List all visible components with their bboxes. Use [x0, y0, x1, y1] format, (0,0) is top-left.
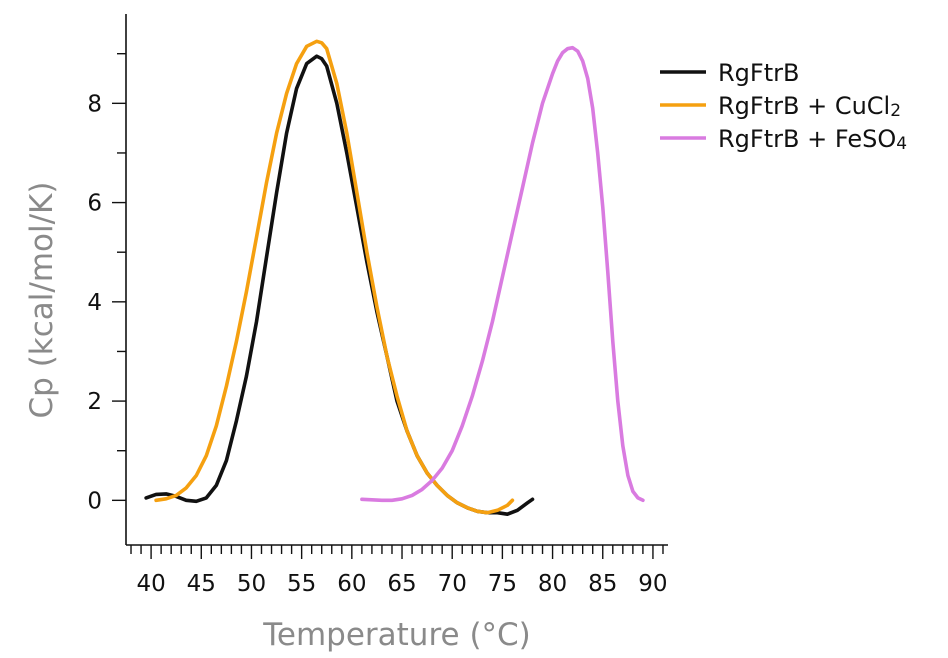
x-axis-title: Temperature (°C): [262, 617, 531, 653]
y-axis-title: Cp (kcal/mol/K): [24, 182, 60, 419]
axis-ticks: [112, 53, 664, 559]
legend-label-2: RgFtrB + CuCl2: [718, 92, 901, 121]
legend: RgFtrB RgFtrB + CuCl2 RgFtrB + FeSO4: [660, 59, 907, 154]
x-tick-label: 50: [237, 571, 266, 597]
axes: [125, 14, 668, 546]
legend-subscript: 2: [890, 101, 901, 121]
legend-label-3: RgFtrB + FeSO4: [718, 125, 907, 154]
x-tick-label: 60: [337, 571, 366, 597]
series-line-3: [360, 45, 645, 503]
tick-labels: 40 45 50 55 60 65 70 75 80 85 90 0 2 4 6 8: [87, 91, 667, 597]
series-line-1: [144, 54, 535, 516]
legend-label-1: RgFtrB: [718, 59, 799, 87]
y-tick-label: 2: [87, 389, 102, 415]
x-tick-label: 90: [638, 571, 667, 597]
y-tick-label: 8: [87, 91, 102, 117]
legend-subscript: 4: [896, 134, 907, 154]
x-tick-label: 65: [387, 571, 416, 597]
series-line-2: [154, 39, 515, 515]
x-tick-label: 70: [438, 571, 467, 597]
y-tick-label: 4: [87, 290, 102, 316]
y-tick-label: 6: [87, 191, 102, 217]
x-tick-label: 85: [588, 571, 617, 597]
x-tick-label: 80: [538, 571, 567, 597]
x-tick-label: 40: [136, 571, 165, 597]
x-tick-label: 45: [187, 571, 216, 597]
y-tick-label: 0: [87, 488, 102, 514]
x-tick-label: 55: [287, 571, 316, 597]
x-tick-label: 75: [488, 571, 517, 597]
series-layer: [144, 39, 645, 516]
